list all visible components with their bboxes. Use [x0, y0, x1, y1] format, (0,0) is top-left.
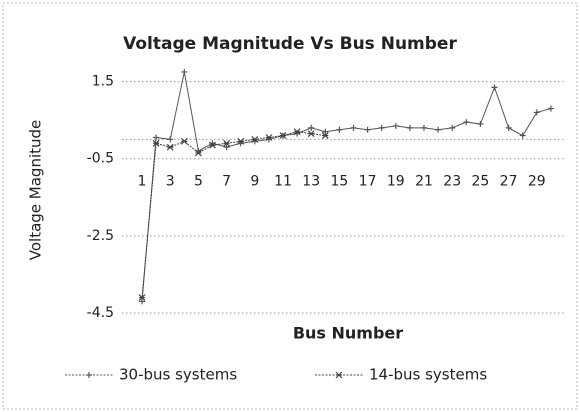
marker	[167, 136, 174, 143]
marker	[378, 124, 385, 131]
marker	[279, 132, 287, 139]
marker	[505, 124, 512, 131]
marker	[321, 132, 329, 139]
marker	[307, 130, 315, 138]
x-tick-label: 7	[222, 173, 231, 189]
x-tick-label: 23	[443, 173, 461, 189]
legend-marker	[335, 371, 343, 379]
marker	[547, 105, 554, 112]
marker	[519, 132, 526, 139]
x-tick-label: 15	[330, 173, 348, 189]
series-line	[141, 71, 552, 302]
marker	[533, 109, 540, 116]
y-tick-label: -2.5	[87, 228, 114, 244]
y-tick-label: 1.5	[92, 74, 114, 90]
x-tick-label: 21	[415, 173, 433, 189]
marker	[180, 137, 188, 145]
x-tick-label: 1	[138, 173, 147, 189]
marker	[139, 298, 145, 305]
x-axis-label: Bus Number	[293, 324, 403, 343]
marker	[194, 149, 202, 157]
marker	[421, 124, 427, 131]
x-tick-label: 13	[302, 173, 320, 189]
marker	[153, 134, 160, 141]
x-tick-label: 9	[250, 173, 259, 189]
legend-marker	[86, 372, 92, 378]
marker	[435, 126, 442, 133]
marker	[463, 119, 470, 126]
x-tick-label: 25	[471, 173, 489, 189]
marker	[223, 144, 230, 151]
x-tick-label: 19	[387, 173, 405, 189]
marker	[166, 143, 174, 151]
marker	[209, 141, 216, 149]
marker	[322, 128, 329, 135]
marker	[449, 124, 456, 131]
marker	[406, 124, 413, 131]
legend-label: 14-bus systems	[369, 366, 487, 384]
marker	[308, 124, 315, 131]
series-line	[141, 131, 326, 298]
marker	[350, 124, 357, 131]
x-tick-label: 11	[274, 173, 292, 189]
y-tick-label: -4.5	[87, 305, 114, 321]
x-tick-label: 5	[194, 173, 203, 189]
marker	[152, 139, 160, 147]
marker	[491, 84, 498, 91]
y-tick-label: -0.5	[87, 151, 114, 167]
marker	[237, 137, 245, 145]
legend-label: 30-bus systems	[119, 366, 237, 384]
y-axis-label: Voltage Magnitude	[27, 120, 45, 261]
marker	[223, 139, 231, 147]
chart-title: Voltage Magnitude Vs Bus Number	[123, 34, 457, 54]
marker	[251, 136, 259, 143]
x-tick-label: 3	[166, 173, 175, 189]
marker	[392, 122, 399, 129]
marker	[181, 68, 188, 75]
x-tick-label: 17	[359, 173, 377, 189]
marker	[293, 128, 301, 136]
marker	[477, 121, 484, 127]
x-tick-label: 29	[528, 173, 546, 189]
marker	[265, 134, 273, 141]
x-tick-label: 27	[500, 173, 518, 189]
marker	[336, 126, 343, 133]
marker	[364, 126, 371, 133]
marker	[138, 294, 146, 301]
